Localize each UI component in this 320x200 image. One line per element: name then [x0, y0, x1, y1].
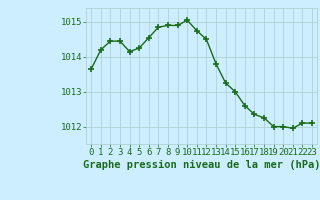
X-axis label: Graphe pression niveau de la mer (hPa): Graphe pression niveau de la mer (hPa) — [83, 160, 320, 170]
